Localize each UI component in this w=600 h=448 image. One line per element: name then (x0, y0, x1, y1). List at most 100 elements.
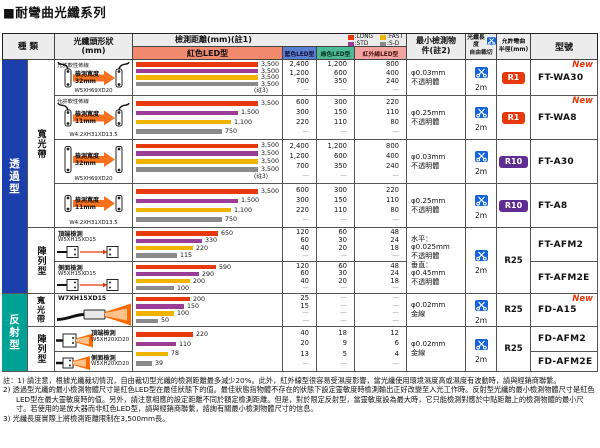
fiber-head-diagram (56, 356, 90, 370)
bar-value-label: 3,500 (261, 80, 280, 88)
model-number: FT-A8 (538, 200, 568, 211)
infrared-led-values: 48 24 18— (355, 228, 407, 262)
fiber-head-diagram (57, 246, 119, 258)
min-object-cell: φ0.02mm 金線 (407, 294, 466, 327)
col-header-detection-distance: 檢測距離(mm)(註1) :LONG:FAST:STD:S-D (133, 33, 407, 47)
bar-row-std: 150 (136, 303, 282, 310)
scissors-icon (474, 335, 488, 354)
bar-fast (136, 311, 174, 316)
bar-value-label: 50 (161, 317, 170, 325)
bar-value-label: 1,100 (234, 118, 253, 126)
bar-row-sd: 3,500 (136, 80, 282, 88)
bend-radius-cell: R25 (497, 327, 531, 372)
bar-fast (136, 207, 231, 213)
footnote-2: 2) 透過型光纖的最小檢測物體尺寸是紅色LED型在最佳狀態下的值。最佳狀態指物體… (3, 385, 595, 414)
bar-legend: :LONG:FAST:STD:S-D (347, 34, 403, 46)
free-cut-length: 2m (474, 211, 488, 220)
model-number: FT-A30 (538, 156, 574, 167)
bar-row-long: 220 (136, 331, 282, 338)
model-cell: FT-A8 (531, 184, 598, 228)
bar-fast (136, 75, 258, 80)
bar-row-std: 330 (136, 237, 282, 245)
green-led-values: 60 30 20— (317, 262, 355, 294)
model-cell: FD-AFM2E (531, 352, 598, 372)
bar-row-fast: 3,500 (136, 157, 282, 165)
detection-width-label: 檢測寬度 11mm (75, 111, 100, 125)
blue-led-values: 120 60 40— (283, 228, 317, 262)
bar-row-std: 3,500 (136, 68, 282, 75)
bar-value-label: 330 (205, 237, 218, 245)
fiber-head-cell: 頂端檢測 W5XH20XD20 (55, 327, 133, 352)
green-led-values: — — — — (317, 294, 355, 327)
head-dimension-label: W7XH15XD15 (58, 295, 107, 302)
bar-value-label: 100 (177, 284, 190, 292)
bar-fast (136, 119, 231, 125)
bar-long (136, 101, 258, 106)
min-object-cell: φ0.25mm 不透明體 (407, 184, 466, 228)
bend-radius-cell: R10 (497, 140, 531, 184)
new-badge: New (572, 294, 593, 304)
bar-sd (136, 253, 177, 258)
green-led-values: 300 150 110— (317, 184, 355, 228)
green-led-values: 60 30 20— (317, 228, 355, 262)
bar-long (136, 264, 216, 270)
model-cell: FD-A15 New (531, 294, 598, 327)
bar-std (136, 110, 238, 116)
col-header-red-led: 紅色LED型 (133, 47, 283, 60)
model-number: FD-AFM2E (538, 356, 593, 367)
green-led-values: 1,200 600 350— (317, 140, 355, 184)
bar-std (136, 341, 176, 347)
type-subgroup-cell: 寬光帶 (28, 60, 55, 228)
free-cut-length: 2m (474, 266, 488, 275)
free-cut-cell: 2m (466, 294, 497, 327)
bar-row-sd: 115 (136, 252, 282, 259)
bar-sd (136, 129, 222, 134)
model-number: FT-WA30 (538, 72, 584, 83)
infrared-led-values: 220 110 80— (355, 96, 407, 140)
fiber-head-diagram (64, 146, 123, 173)
bar-std (136, 304, 184, 309)
bar-value-label: 100 (177, 310, 190, 318)
model-number: FT-WA8 (538, 112, 577, 123)
bar-row-std: 290 (136, 271, 282, 278)
blue-led-values: 25 15— — (283, 294, 317, 327)
bar-value-label: 3,500 (261, 165, 280, 173)
free-cut-cell: 2m (466, 96, 497, 140)
detection-width-label: 檢測寬度 32mm (75, 71, 100, 85)
green-led-values: 300 150 110— (317, 96, 355, 140)
legend-swatch (347, 41, 354, 46)
blue-led-values: 2,400 1,200 700— (283, 60, 317, 96)
model-cell: FT-WA8 New (531, 96, 598, 140)
infrared-led-values: 220 110 80— (355, 184, 407, 228)
bar-value-label: 750 (225, 216, 238, 224)
fiber-head-diagram (57, 279, 119, 291)
head-dimension-label: W5XH69XD20 (74, 88, 113, 94)
detection-distance-bars: 3,500 3,500 3,500 3,500 (註3) (133, 60, 283, 96)
bar-row-fast: 100 (136, 310, 282, 318)
bar-row-long: 200 (136, 296, 282, 303)
scissors-icon (474, 296, 488, 315)
head-dimension-label: W5XH20XD20 (91, 337, 130, 343)
free-cut-cell: 2m (466, 228, 497, 294)
green-led-values: 1,200 600 350— (317, 60, 355, 96)
infrared-led-values: 800 400 240— (355, 60, 407, 96)
bar-std (136, 68, 258, 74)
bend-radius-badge: R1 (501, 71, 526, 84)
bar-long (136, 143, 258, 149)
legend-item-std: :STD (347, 41, 373, 46)
bend-radius-cell: R25 (497, 228, 531, 294)
free-cut-length: 2m (474, 83, 488, 92)
bar-value-label: 3,500 (261, 157, 280, 165)
scissors-icon (474, 63, 488, 82)
bar-row-sd: 750 (136, 128, 282, 135)
bar-row-sd: 750 (136, 216, 282, 224)
bar-long (136, 62, 258, 67)
bar-sd (136, 361, 152, 366)
col-header-blue-led: 藍色LED型 (283, 47, 317, 60)
head-dimension-label: W4.2XH31XD13.5 (69, 132, 118, 138)
model-cell: FT-A30 (531, 140, 598, 184)
free-cut-length: 2m (474, 123, 488, 132)
model-cell: FT-AFM2E (531, 262, 598, 294)
bar-row-sd: 3,500 (136, 165, 282, 173)
detection-direction-label: 頂端檢測 (58, 231, 83, 238)
